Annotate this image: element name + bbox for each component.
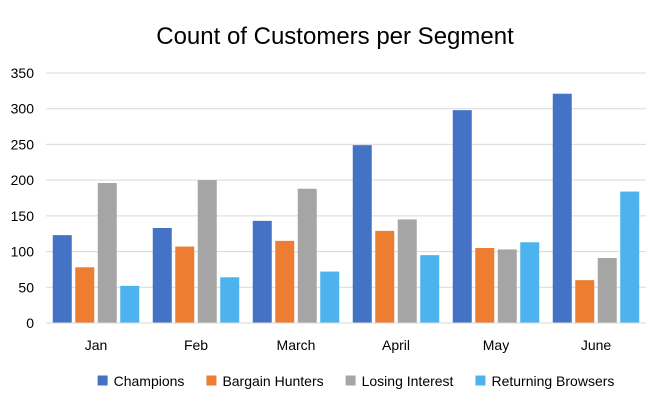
bar-champions-june bbox=[552, 93, 572, 323]
bar-champions-jan bbox=[52, 235, 72, 323]
y-tick-label: 350 bbox=[11, 65, 35, 81]
chart-title: Count of Customers per Segment bbox=[156, 23, 514, 50]
bar-bargain-hunters-march bbox=[275, 240, 295, 323]
legend-item: Returning Browsers bbox=[475, 373, 614, 389]
bar-losing-interest-march bbox=[297, 188, 317, 323]
bar-bargain-hunters-may bbox=[475, 248, 495, 323]
bar-losing-interest-may bbox=[497, 249, 517, 323]
bar-returning-browsers-jan bbox=[120, 285, 140, 323]
y-axis-ticks: 0 50 100 150 200 250 300 350 bbox=[11, 65, 35, 331]
y-tick-label: 50 bbox=[18, 279, 34, 295]
y-tick-label: 150 bbox=[11, 208, 35, 224]
legend-swatch bbox=[345, 375, 356, 386]
legend-label: Losing Interest bbox=[362, 373, 454, 389]
bar-returning-browsers-april bbox=[420, 255, 440, 323]
y-tick-label: 0 bbox=[26, 315, 34, 331]
bar-returning-browsers-march bbox=[320, 271, 340, 323]
y-tick-label: 200 bbox=[11, 172, 35, 188]
bar-champions-may bbox=[452, 110, 472, 324]
x-tick-label: March bbox=[277, 337, 316, 353]
y-tick-label: 100 bbox=[11, 244, 35, 260]
x-tick-label: June bbox=[581, 337, 612, 353]
x-tick-label: Jan bbox=[85, 337, 108, 353]
legend-item: Losing Interest bbox=[345, 373, 454, 389]
gridlines bbox=[46, 72, 646, 288]
legend-label: Champions bbox=[114, 373, 185, 389]
bar-champions-feb bbox=[152, 228, 172, 323]
bars bbox=[52, 93, 640, 324]
bar-losing-interest-jan bbox=[97, 183, 117, 323]
bar-losing-interest-april bbox=[397, 219, 417, 323]
legend-item: Champions bbox=[97, 373, 185, 389]
bar-champions-april bbox=[352, 145, 372, 323]
bar-returning-browsers-may bbox=[520, 242, 540, 323]
legend-swatch bbox=[206, 375, 217, 386]
y-tick-label: 300 bbox=[11, 101, 35, 117]
bar-returning-browsers-june bbox=[620, 191, 640, 323]
bar-bargain-hunters-april bbox=[375, 230, 395, 323]
bar-champions-march bbox=[252, 220, 272, 323]
bar-bargain-hunters-jan bbox=[75, 267, 95, 323]
legend-item: Bargain Hunters bbox=[206, 373, 324, 389]
legend-swatch bbox=[475, 375, 486, 386]
bar-bargain-hunters-june bbox=[575, 280, 595, 323]
y-tick-label: 250 bbox=[11, 136, 35, 152]
legend-label: Bargain Hunters bbox=[222, 373, 323, 389]
legend: Champions Bargain Hunters Losing Interest R… bbox=[97, 373, 614, 389]
bar-bargain-hunters-feb bbox=[175, 246, 195, 323]
x-tick-label: May bbox=[483, 337, 509, 353]
x-axis-ticks: Jan Feb March April May June bbox=[85, 337, 612, 353]
bar-returning-browsers-feb bbox=[220, 277, 240, 323]
bar-losing-interest-feb bbox=[197, 180, 217, 323]
bar-losing-interest-june bbox=[597, 258, 617, 323]
legend-swatch bbox=[97, 375, 108, 386]
legend-label: Returning Browsers bbox=[491, 373, 614, 389]
x-tick-label: Feb bbox=[184, 337, 208, 353]
x-tick-label: April bbox=[382, 337, 410, 353]
